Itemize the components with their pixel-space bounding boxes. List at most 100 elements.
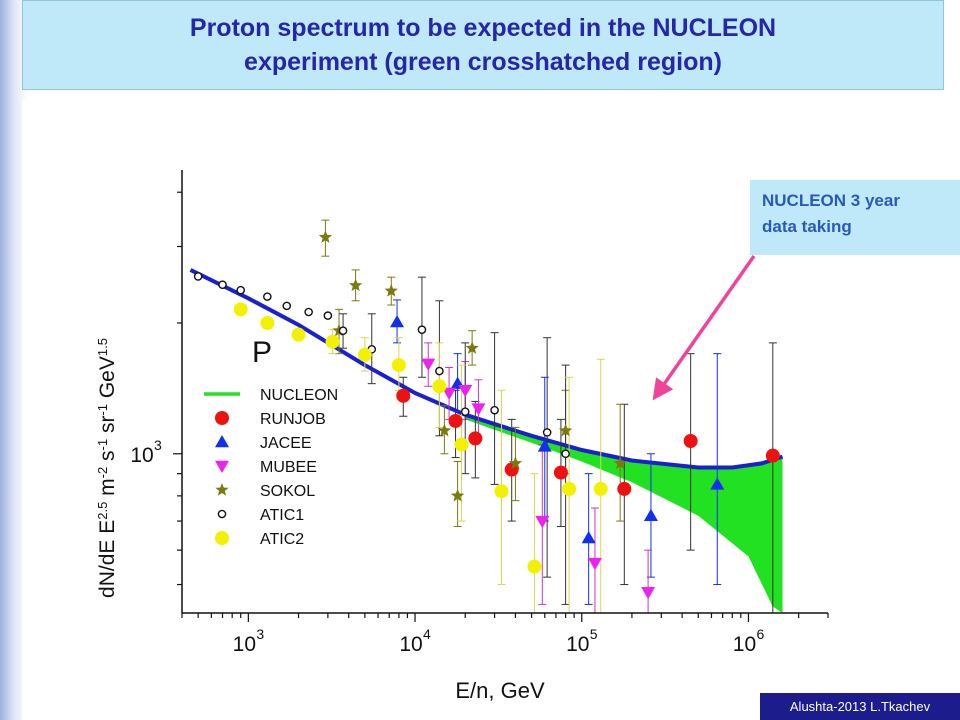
legend-swatch-atic1 [217, 509, 227, 519]
callout-box: NUCLEON 3 year data taking [750, 180, 960, 255]
jacee-point [390, 315, 405, 328]
legend-swatch-runjob [215, 411, 229, 425]
x-axis-title: E/n, GeV [455, 678, 545, 703]
sokol-point [450, 488, 465, 502]
legend-label-runjob: RUNJOB [260, 411, 326, 428]
legend-swatch-atic2 [215, 531, 229, 545]
sokol-point [318, 230, 333, 243]
y-axis-label-part: -2 [95, 467, 110, 479]
callout-arrow [652, 254, 756, 401]
atic2-point [233, 302, 248, 317]
atic1-point [435, 366, 444, 376]
x-tick-exponent: 4 [423, 626, 431, 642]
x-tick-exponent: 6 [756, 626, 764, 642]
legend-swatch-mubee [215, 460, 229, 473]
x-tick-exponent: 3 [256, 626, 264, 642]
data-point-layer [193, 230, 780, 600]
y-axis-label-part: m [96, 478, 119, 501]
atic1-point [490, 405, 499, 415]
y-axis-label-part: -1 [95, 439, 110, 451]
y-axis-label-part: sr [96, 416, 119, 439]
atic2-point [527, 559, 542, 574]
atic1-point [263, 292, 272, 301]
x-tick-label: 10 [566, 633, 589, 656]
sokol-point [613, 456, 627, 470]
atic1-point [236, 285, 246, 295]
y-axis-label: dN/dE E2.5 m-2 s-1 sr-1 GeV1.5 [95, 338, 120, 598]
x-tick-label: 10 [399, 633, 422, 656]
atic1-point [323, 311, 333, 320]
legend-label-sokol: SOKOL [260, 483, 315, 500]
y-axis-label-part: dN/dE E [96, 520, 119, 598]
atic2-point [454, 437, 469, 452]
x-tick-label: 10 [233, 633, 256, 656]
sokol-point [558, 423, 573, 437]
y-axis-label-part: 2.5 [95, 502, 110, 520]
atic2-point [357, 347, 372, 362]
atic1-point [542, 428, 552, 437]
sokol-point [349, 278, 363, 292]
runjob-point [683, 434, 698, 449]
nucleon-band-layer [189, 268, 784, 613]
runjob-point [468, 431, 483, 446]
runjob-point [617, 481, 632, 496]
nucleon-band-fill [465, 414, 783, 613]
x-axis-label: E/n, GeV [455, 678, 545, 703]
atic1-point [193, 272, 203, 281]
axes-layer: 10 3 10 4 10 5 10 610 3 [130, 170, 829, 656]
callout-line-1: NUCLEON 3 year [762, 191, 900, 210]
nucleon-upper-curve [189, 268, 784, 470]
title-line-2: experiment (green crosshatched region) [244, 48, 722, 76]
x-tick-exponent: 5 [590, 626, 598, 642]
atic2-point [391, 358, 406, 373]
sokol-point [508, 456, 523, 470]
atic2-point [291, 327, 306, 342]
mubee-point [458, 385, 473, 398]
legend-label-atic1: ATIC1 [260, 507, 304, 524]
legend-label-mubee: MUBEE [260, 459, 317, 476]
runjob-point [396, 388, 411, 403]
y-axis-label-part: s [96, 450, 119, 466]
atic1-point [460, 407, 470, 416]
particle-label: P [252, 336, 272, 369]
legend-label-atic2: ATIC2 [260, 531, 304, 548]
y-axis-title: dN/dE E2.5 m-2 s-1 sr-1 GeV1.5 [95, 338, 120, 598]
legend: NUCLEON RUNJOB JACEE MUBEE SOKOL ATIC1 ATIC2 [204, 387, 338, 548]
y-axis-label-part: -1 [95, 404, 110, 416]
spectrum-chart: 10 3 10 4 10 5 10 610 3 NUCLEONRUNJOBJACEEMUBEES… [95, 170, 829, 703]
atic2-point [494, 484, 509, 499]
mubee-point [587, 557, 602, 571]
y-tick-label: 10 [130, 444, 153, 467]
mubee-point [471, 403, 486, 416]
legend-label-jacee: JACEE [260, 435, 312, 452]
jacee-point [710, 477, 725, 490]
mubee-point [421, 358, 436, 371]
jacee-point [643, 508, 658, 521]
jacee-point [537, 439, 552, 452]
mubee-point [535, 515, 550, 529]
x-tick-label: 10 [733, 633, 756, 656]
sokol-point [465, 341, 479, 354]
atic2-point [562, 481, 577, 496]
atic2-point [432, 379, 447, 394]
atic1-point [304, 307, 313, 317]
runjob-point [448, 413, 463, 428]
atic1-point [561, 449, 570, 459]
mubee-point [641, 586, 656, 600]
jacee-point [581, 530, 596, 544]
mubee-point [442, 387, 457, 401]
sokol-point [384, 284, 398, 297]
legend-swatch-jacee [215, 435, 229, 448]
runjob-point [553, 465, 568, 480]
title-line-1: Proton spectrum to be expected in the NU… [189, 14, 777, 42]
atic2-point [325, 334, 340, 349]
sokol-point [437, 423, 452, 437]
runjob-point [765, 448, 780, 463]
y-axis-label-part: GeV [96, 356, 119, 404]
atic1-point [282, 301, 292, 311]
atic1-point [218, 280, 227, 290]
title-box: Proton spectrum to be expected in the NU… [22, 0, 944, 90]
legend-swatch-sokol [215, 483, 229, 496]
atic1-point [338, 326, 348, 335]
atic2-point [593, 481, 608, 496]
